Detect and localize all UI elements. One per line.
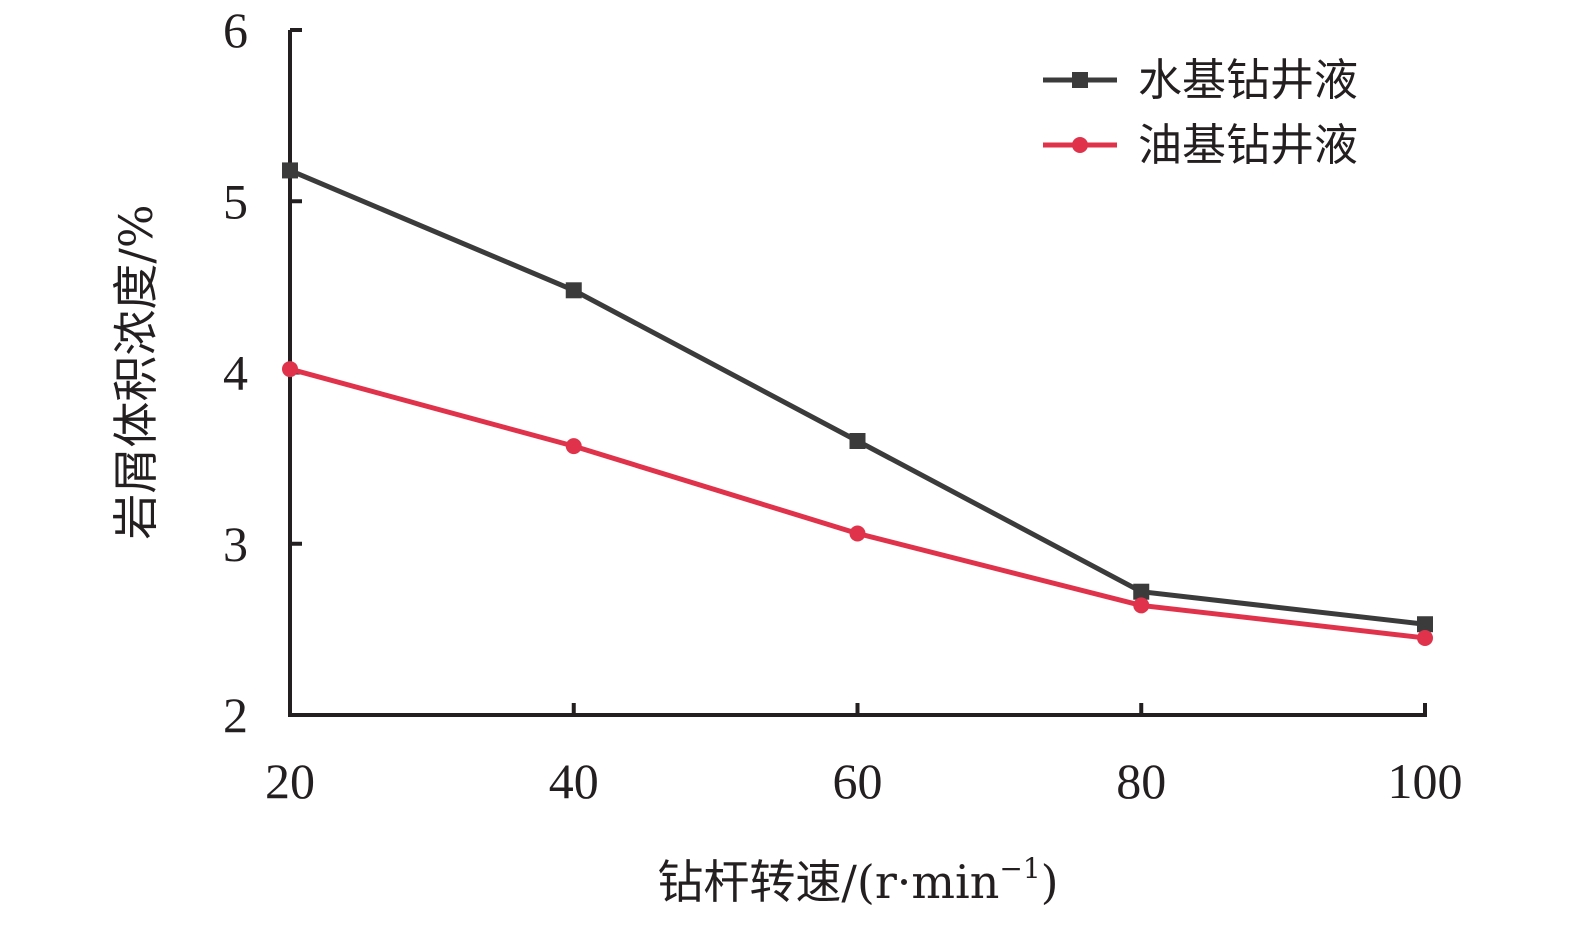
legend-item: 水基钻井液 — [1043, 55, 1358, 106]
x-tick-label: 40 — [549, 753, 599, 809]
data-point-circle — [1417, 629, 1433, 646]
x-tick-label: 80 — [1116, 753, 1166, 809]
x-axis-title-main: 钻杆转速/(r·min — [657, 855, 999, 909]
x-axis-title-exponent: −1 — [999, 852, 1040, 885]
legend-item: 油基钻井液 — [1043, 120, 1358, 171]
data-point-square — [565, 282, 582, 299]
legend-marker-square — [1072, 72, 1088, 88]
data-point-square — [1133, 583, 1150, 600]
x-tick-label: 100 — [1388, 753, 1463, 809]
y-tick-label: 6 — [223, 2, 248, 58]
data-point-square — [849, 433, 866, 449]
x-tick-label: 60 — [833, 753, 883, 809]
data-point-square — [1417, 616, 1433, 633]
legend-marker-circle — [1072, 137, 1088, 153]
series-1 — [282, 162, 1433, 633]
y-axis-title: 岩屑体积浓度/% — [109, 204, 163, 539]
series-2 — [282, 361, 1433, 646]
data-point-circle — [282, 361, 298, 378]
ticks: 2 3 4 5 6 20 40 60 80 100 — [223, 2, 1463, 809]
x-axis-title-close: ) — [1041, 855, 1059, 909]
y-tick-label: 3 — [223, 516, 248, 572]
series-line — [289, 168, 1426, 627]
y-tick-label: 4 — [223, 345, 248, 401]
x-axis-title: 钻杆转速/(r·min−1) — [657, 852, 1058, 909]
data-point-circle — [1133, 597, 1150, 614]
x-tick-label: 20 — [265, 753, 315, 809]
y-tick-label: 2 — [223, 687, 248, 743]
data-point-square — [282, 162, 298, 179]
series-layer — [282, 162, 1433, 646]
legend-label: 水基钻井液 — [1138, 55, 1358, 106]
series-line — [289, 366, 1426, 641]
data-point-circle — [565, 438, 582, 455]
data-point-circle — [849, 525, 866, 542]
y-tick-label: 5 — [223, 173, 248, 229]
legend-label: 油基钻井液 — [1138, 120, 1358, 171]
